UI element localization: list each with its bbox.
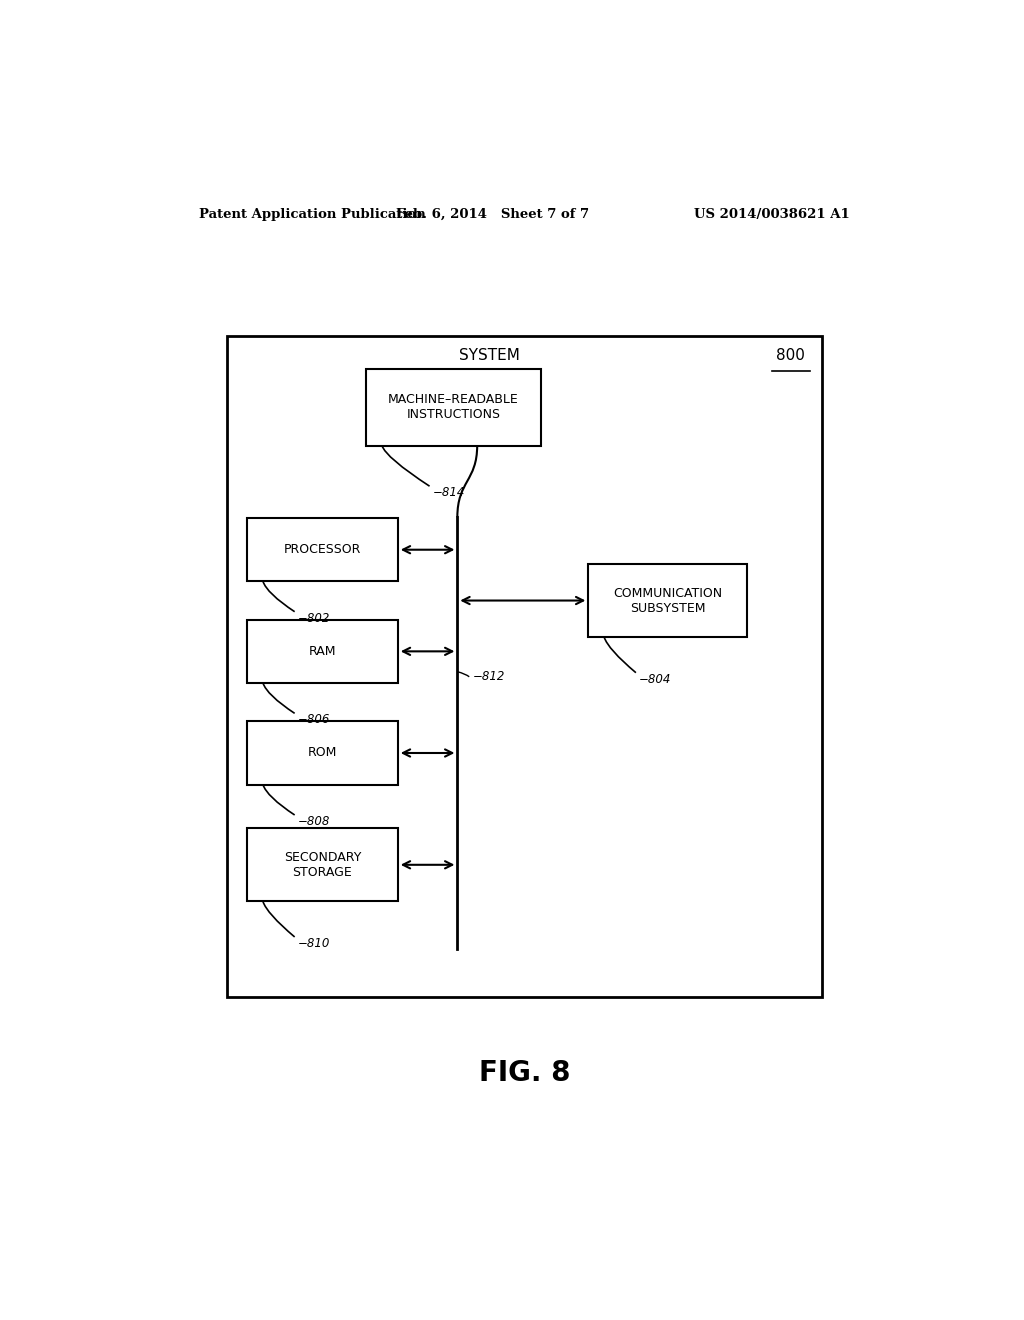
Text: SYSTEM: SYSTEM [459,348,519,363]
Text: −806: −806 [298,713,330,726]
Text: Feb. 6, 2014   Sheet 7 of 7: Feb. 6, 2014 Sheet 7 of 7 [396,207,590,220]
Text: −808: −808 [298,814,330,828]
Text: US 2014/0038621 A1: US 2014/0038621 A1 [694,207,850,220]
Text: RAM: RAM [308,645,336,657]
Text: FIG. 8: FIG. 8 [479,1059,570,1088]
Text: Patent Application Publication: Patent Application Publication [200,207,426,220]
Bar [247,620,397,682]
Text: ROM: ROM [308,747,337,759]
Bar [247,828,397,902]
Text: −814: −814 [433,486,465,499]
Bar [588,564,748,638]
Text: COMMUNICATION
SUBSYSTEM: COMMUNICATION SUBSYSTEM [613,586,722,615]
Text: −802: −802 [298,611,330,624]
Text: SECONDARY
STORAGE: SECONDARY STORAGE [284,851,361,879]
Bar [227,337,822,997]
Text: 800: 800 [776,348,805,363]
Bar [367,370,541,446]
Text: PROCESSOR: PROCESSOR [284,544,361,556]
Bar [247,519,397,581]
Text: −804: −804 [639,673,672,685]
Text: MACHINE–READABLE
INSTRUCTIONS: MACHINE–READABLE INSTRUCTIONS [388,393,519,421]
Text: −810: −810 [298,937,330,950]
Bar [247,722,397,784]
Text: −812: −812 [473,671,506,684]
